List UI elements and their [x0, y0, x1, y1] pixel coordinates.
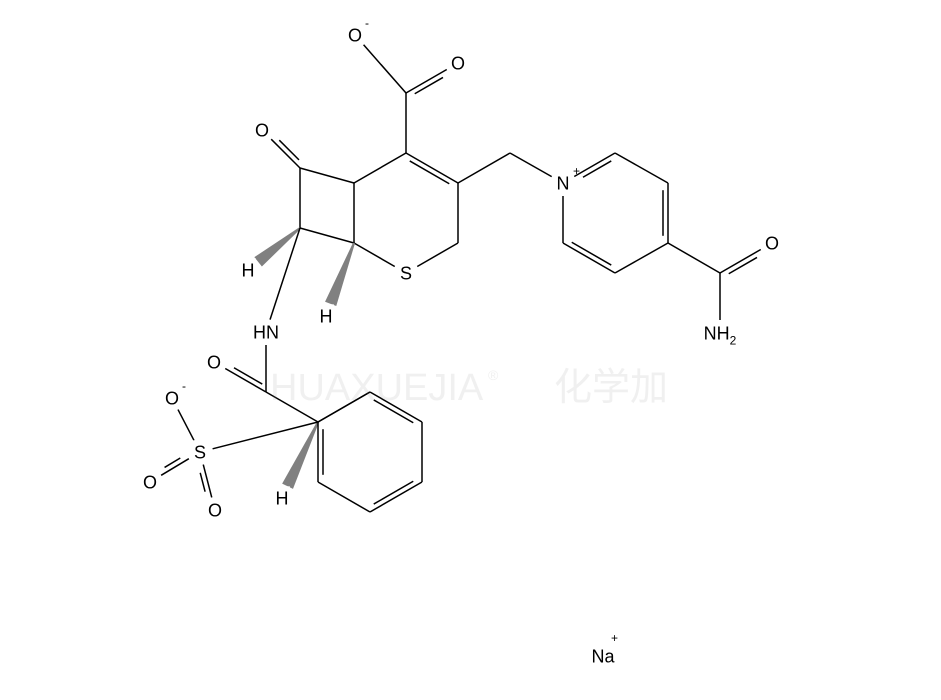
atom-label-Na: Na — [591, 646, 615, 666]
atom-label-S: S — [400, 263, 412, 283]
bond — [370, 482, 422, 512]
atom-label-O_amide2: O — [207, 352, 221, 372]
bond — [271, 139, 300, 168]
bond — [720, 249, 761, 273]
atom-label-H_chiral: H — [276, 488, 289, 508]
bond — [615, 153, 668, 183]
bond — [406, 153, 458, 183]
charge-N_pyr: + — [573, 164, 580, 178]
watermark-latin: HUAXUEJIA — [270, 367, 484, 409]
atom-label-O_s1: O — [165, 388, 179, 408]
bond — [364, 45, 406, 93]
bond — [318, 482, 370, 512]
bond — [200, 473, 205, 492]
watermark: HUAXUEJIA® 化学加 — [270, 367, 668, 409]
wedge-bond — [282, 422, 319, 489]
bond — [203, 465, 211, 498]
atom-label-O_amide: O — [765, 233, 779, 253]
watermark-reg: ® — [488, 367, 499, 383]
bond — [178, 410, 194, 441]
atom-label-O_s3: O — [208, 500, 222, 520]
atoms-layer: O-ON+ONH2SOHHHNOHSO-OONa+ — [142, 16, 780, 666]
atom-label-O2: O — [451, 53, 465, 73]
bond — [563, 243, 615, 273]
atom-label-O_ketone: O — [255, 120, 269, 140]
charge-O_s1: - — [182, 379, 186, 393]
molecule-canvas: HUAXUEJIA®化学加O-ON+ONH2SOHHHNOHSO-OONa+ — [0, 0, 941, 700]
charge-Na: + — [611, 631, 618, 645]
bond — [374, 481, 414, 504]
bond — [458, 153, 510, 183]
bond — [406, 69, 447, 93]
charge-O1m: - — [365, 16, 369, 30]
bond — [300, 168, 354, 183]
bond — [572, 242, 612, 265]
bond — [615, 243, 668, 273]
atom-label-S_sulf: S — [194, 442, 206, 462]
atom-label-O1m: O — [348, 25, 362, 45]
bond — [410, 161, 450, 184]
bond — [510, 153, 552, 177]
bond — [300, 228, 354, 243]
watermark-cn: 化学加 — [554, 367, 668, 409]
bond — [354, 153, 406, 183]
atom-label-O_s2: O — [143, 472, 157, 492]
bond — [354, 243, 395, 267]
atom-label-N_amide2: HN — [253, 322, 279, 342]
atom-label-N_pyr: N — [557, 173, 570, 193]
bond — [225, 368, 266, 392]
atom-label-H_C7: H — [242, 260, 255, 280]
bond — [417, 243, 458, 267]
bond — [213, 422, 318, 449]
wedge-bond — [325, 243, 355, 306]
atom-label-H_C6: H — [320, 306, 333, 326]
bond — [574, 153, 615, 177]
bond — [668, 243, 720, 273]
